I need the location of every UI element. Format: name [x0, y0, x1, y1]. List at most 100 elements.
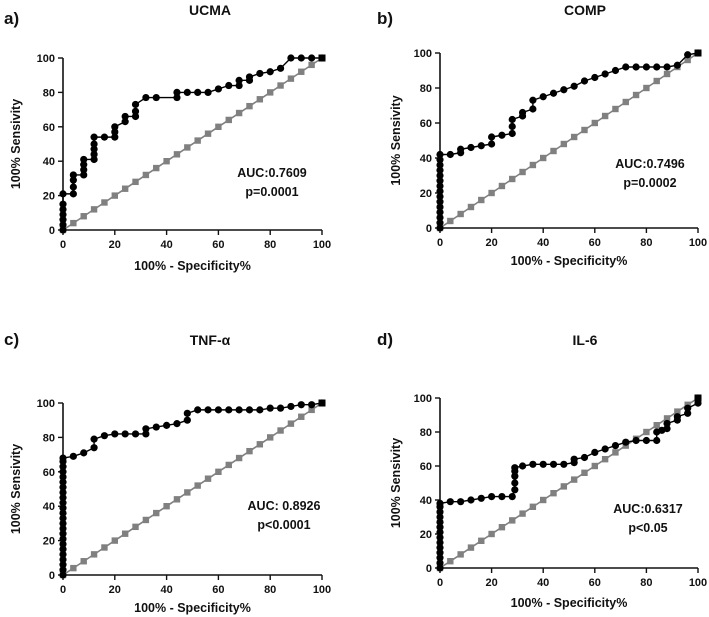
- roc-point: [69, 190, 77, 198]
- roc-point: [111, 430, 119, 438]
- roc-point: [436, 156, 444, 164]
- roc-point: [601, 70, 609, 78]
- roc-point: [488, 140, 496, 148]
- roc-point: [436, 182, 444, 190]
- roc-point: [436, 513, 444, 521]
- roc-point: [511, 486, 519, 494]
- reference-point: [256, 96, 264, 103]
- roc-end-point: [318, 54, 326, 62]
- reference-point: [184, 144, 191, 151]
- x-tick-label: 80: [264, 584, 276, 596]
- reference-point: [204, 130, 212, 137]
- reference-point: [570, 133, 578, 141]
- roc-point: [663, 425, 671, 433]
- reference-point: [298, 413, 305, 420]
- x-tick-label: 20: [485, 577, 497, 589]
- p-value-annotation: p=0.0001: [245, 185, 298, 199]
- y-tick-label: 20: [420, 529, 432, 541]
- reference-point: [498, 182, 506, 190]
- y-tick-label: 40: [43, 501, 55, 513]
- reference-point: [643, 84, 650, 92]
- roc-point: [131, 112, 140, 121]
- roc-point: [436, 198, 444, 206]
- roc-point: [457, 498, 465, 506]
- roc-point: [436, 499, 444, 507]
- x-axis-label: 100% - Specificity%: [511, 596, 628, 610]
- roc-point: [436, 528, 444, 536]
- reference-point: [256, 441, 264, 448]
- y-tick-label: 40: [43, 156, 55, 168]
- roc-point: [131, 430, 140, 438]
- panel-title: TNF-α: [190, 332, 231, 348]
- reference-point: [215, 468, 222, 475]
- y-tick-label: 80: [420, 427, 432, 439]
- reference-point: [478, 196, 485, 204]
- x-tick-label: 80: [640, 237, 652, 249]
- reference-point: [612, 105, 619, 113]
- reference-point: [80, 213, 87, 220]
- reference-point: [215, 123, 222, 130]
- roc-point: [59, 200, 67, 208]
- auc-annotation: AUC: 0.8926: [248, 499, 321, 513]
- y-axis-label: 100% Sensivity: [389, 438, 403, 528]
- roc-point: [673, 61, 681, 69]
- roc-point: [436, 224, 444, 232]
- roc-point: [436, 508, 444, 516]
- roc-point: [59, 514, 67, 522]
- roc-point: [684, 51, 692, 59]
- roc-point: [436, 203, 444, 211]
- y-tick-label: 20: [420, 188, 432, 200]
- x-tick-label: 40: [160, 239, 172, 251]
- roc-point: [467, 496, 475, 504]
- roc-point: [560, 86, 568, 94]
- reference-point: [121, 185, 129, 192]
- roc-point: [69, 171, 77, 179]
- x-tick-label: 0: [60, 584, 66, 596]
- reference-point: [601, 456, 609, 463]
- roc-point: [256, 406, 264, 414]
- reference-point: [581, 469, 588, 476]
- roc-point: [194, 88, 202, 96]
- reference-point: [267, 434, 274, 441]
- reference-point: [519, 510, 526, 517]
- roc-point: [570, 455, 578, 463]
- y-axis-label: 100% Sensivity: [389, 95, 403, 185]
- y-tick-label: 60: [420, 118, 432, 130]
- roc-point: [121, 430, 129, 438]
- reference-point: [643, 428, 650, 436]
- roc-point: [436, 219, 444, 227]
- roc-point: [436, 559, 444, 567]
- roc-point: [142, 425, 150, 433]
- roc-point: [59, 454, 67, 462]
- roc-point: [59, 463, 67, 471]
- roc-point: [622, 63, 630, 71]
- roc-point: [498, 131, 506, 139]
- reference-point: [540, 154, 547, 162]
- roc-point: [591, 73, 599, 82]
- roc-point: [436, 177, 444, 185]
- x-tick-label: 100: [689, 577, 707, 589]
- y-tick-label: 60: [43, 467, 55, 479]
- roc-point: [59, 566, 67, 574]
- reference-point: [132, 523, 139, 531]
- panel-title: IL-6: [573, 332, 598, 348]
- roc-point: [111, 128, 119, 136]
- x-tick-label: 80: [264, 239, 276, 251]
- roc-point: [111, 133, 119, 141]
- reference-point: [90, 551, 98, 558]
- roc-point: [111, 123, 119, 131]
- roc-point: [235, 76, 243, 84]
- roc-point: [152, 93, 160, 102]
- p-value-annotation: p<0.0001: [257, 518, 310, 532]
- roc-point: [163, 421, 171, 429]
- x-tick-label: 60: [212, 239, 224, 251]
- roc-point: [663, 419, 671, 428]
- roc-point: [684, 404, 692, 412]
- roc-point: [142, 430, 150, 438]
- roc-point: [529, 105, 537, 113]
- roc-point: [642, 63, 651, 71]
- panel-label: c): [4, 330, 19, 349]
- roc-point: [204, 88, 212, 96]
- roc-point: [90, 435, 98, 443]
